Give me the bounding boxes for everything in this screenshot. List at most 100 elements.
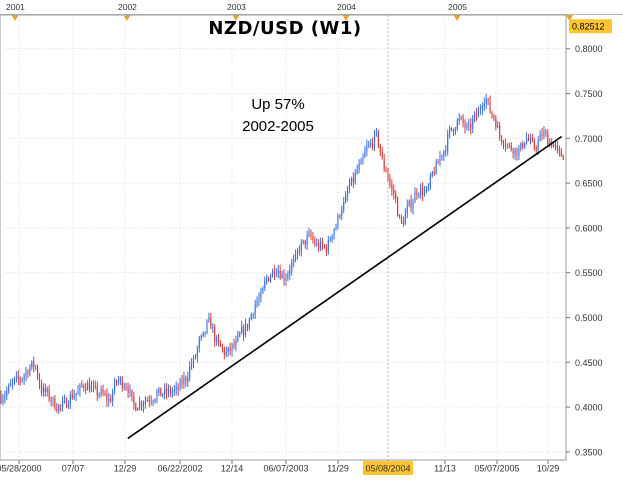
- candle-up: [443, 151, 445, 156]
- candle-down: [464, 123, 466, 128]
- candle-up: [137, 408, 139, 411]
- candle-up: [485, 99, 487, 104]
- year-label: 2005: [448, 2, 467, 12]
- candle-up: [191, 363, 193, 366]
- candle-up: [425, 187, 428, 191]
- candle-up: [472, 118, 474, 129]
- candle-up: [477, 110, 480, 117]
- candle-down: [268, 277, 270, 281]
- candle-up: [347, 190, 349, 196]
- candle-up: [366, 145, 368, 151]
- candle-down: [218, 338, 220, 342]
- candle-up: [198, 338, 200, 348]
- candle-up: [302, 240, 304, 243]
- price-tick-label: 0.8000: [575, 44, 603, 54]
- candle-up: [212, 326, 214, 329]
- candle-down: [395, 193, 397, 199]
- candle-up: [441, 155, 443, 157]
- price-axis: 0.8000 0.7500 0.7000 0.6500 0.6000 0.5500 0.50…: [566, 19, 612, 457]
- candle-up: [404, 213, 406, 225]
- candle-down: [283, 273, 285, 281]
- candle-down: [233, 344, 235, 347]
- candle-up: [244, 324, 247, 336]
- date-tick-label: 12/14: [221, 464, 244, 474]
- candle-up: [79, 384, 81, 391]
- candle-up: [529, 138, 532, 140]
- candle-down: [44, 387, 46, 392]
- candle-down: [223, 348, 225, 356]
- candle-down: [17, 375, 19, 380]
- date-tick-label: 10/29: [537, 464, 560, 474]
- candle-down: [312, 236, 314, 240]
- candle-up: [427, 186, 429, 188]
- annotation-period: 2002-2005: [242, 118, 314, 135]
- candle-down: [219, 341, 222, 346]
- candle-down: [502, 142, 505, 145]
- candle-down: [535, 148, 537, 150]
- candle-down: [389, 177, 391, 185]
- candle-down: [160, 388, 162, 396]
- candle-down: [273, 270, 275, 275]
- date-axis: 05/28/2000 07/07 12/29 06/22/2002 12/14 06/07…: [0, 460, 559, 475]
- candle-up: [183, 377, 185, 384]
- plot-frame: [0, 14, 567, 461]
- candle-down: [60, 405, 62, 407]
- candle-down: [323, 245, 326, 247]
- candle-up: [373, 132, 376, 146]
- candle-up: [239, 332, 241, 337]
- candle-up: [31, 361, 33, 368]
- candle-down: [391, 184, 393, 190]
- candle-down: [169, 388, 171, 394]
- candle-down: [547, 133, 549, 145]
- candle-down: [33, 361, 35, 367]
- candle-up: [202, 332, 204, 336]
- candle-up: [414, 192, 416, 203]
- candle-up: [231, 344, 233, 351]
- candle-down: [533, 140, 535, 149]
- price-tick-label: 0.6500: [575, 179, 603, 189]
- candle-up: [466, 125, 468, 128]
- candle-down: [476, 113, 478, 117]
- year-label: 2004: [337, 2, 356, 12]
- candle-down: [81, 384, 83, 386]
- candle-up: [129, 390, 131, 393]
- candle-up: [92, 385, 94, 387]
- current-price-box: [569, 19, 612, 34]
- candle-down: [321, 241, 324, 246]
- year-marker: [232, 15, 240, 21]
- candle-down: [166, 388, 168, 394]
- candle-up: [206, 321, 208, 333]
- candle-up: [73, 395, 75, 399]
- candle-down: [133, 396, 135, 405]
- candle-down: [398, 215, 401, 217]
- candle-up: [295, 253, 297, 260]
- candle-up: [289, 270, 291, 275]
- candle-up: [75, 393, 77, 396]
- candle-down: [501, 136, 503, 143]
- price-tick-label: 0.5500: [575, 268, 603, 278]
- candle-up: [6, 391, 8, 396]
- candle-down: [19, 379, 21, 381]
- candle-down: [422, 187, 424, 196]
- candle-down: [556, 145, 558, 149]
- candle-up: [227, 347, 229, 352]
- date-tick-label: 05/07/2005: [474, 464, 519, 474]
- candle-down: [381, 152, 383, 159]
- candle-down: [379, 144, 381, 153]
- candle-up: [152, 401, 154, 403]
- candle-up: [506, 144, 508, 147]
- candle-up: [526, 138, 528, 143]
- candle-up: [269, 276, 272, 281]
- candle-down: [106, 394, 108, 401]
- candle-up: [543, 131, 545, 137]
- candle-down: [462, 117, 464, 124]
- candle-up: [481, 106, 483, 110]
- candle-up: [260, 292, 262, 299]
- candle-down: [410, 200, 412, 210]
- chart-title: NZD/USD (W1): [208, 18, 362, 39]
- candle-up: [439, 156, 441, 164]
- candle-up: [497, 126, 499, 128]
- candle-up: [13, 378, 16, 382]
- candle-up: [460, 117, 462, 119]
- candle-up: [98, 394, 100, 396]
